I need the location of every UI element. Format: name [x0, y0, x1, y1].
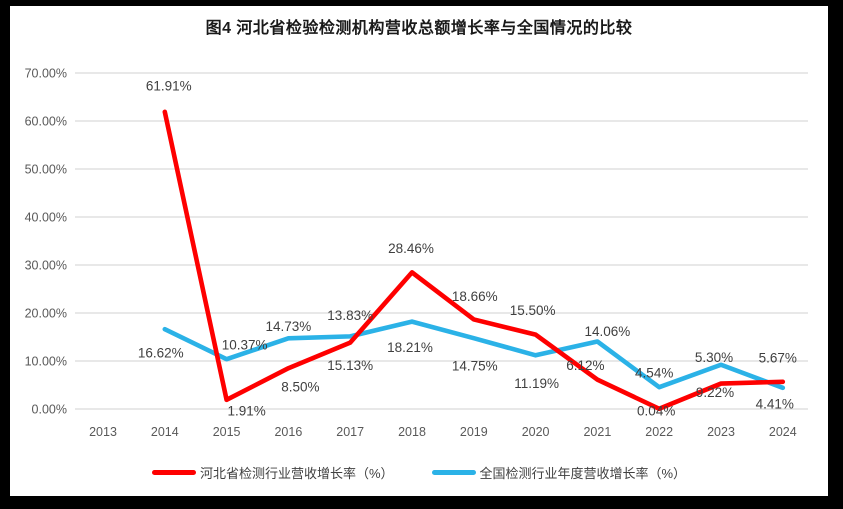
y-axis-tick-label: 0.00% — [32, 403, 67, 417]
national-data-label-2018: 18.21% — [387, 340, 433, 355]
line-chart-plot-area: 0.00% 10.00% 20.00% 30.00% 40.00% 50.00% 60.00… — [25, 67, 808, 439]
hebei-data-label-2019: 18.66% — [452, 289, 498, 304]
hebei-series-swatch — [151, 470, 196, 475]
national-data-label-2022: 4.54% — [635, 366, 673, 381]
national-data-label-2023: 9.22% — [696, 385, 734, 400]
legend-label-national: 全国检测行业年度营收增长率（%） — [479, 466, 687, 481]
national-data-label-2017: 15.13% — [327, 358, 373, 373]
y-axis-tick-label: 50.00% — [25, 163, 67, 177]
hebei-data-label-2023: 5.30% — [695, 350, 733, 365]
hebei-growth-line — [162, 109, 786, 412]
y-axis-tick-label: 10.00% — [25, 355, 67, 369]
national-data-label-2014: 16.62% — [138, 346, 184, 361]
hebei-data-label-2022: 0.04% — [637, 403, 675, 418]
x-axis-tick-label: 2017 — [336, 425, 364, 439]
y-axis-tick-label: 70.00% — [25, 67, 67, 81]
x-axis-tick-label: 2024 — [769, 425, 797, 439]
national-data-label-2024: 4.41% — [756, 396, 794, 411]
x-axis-tick-label: 2021 — [583, 425, 611, 439]
x-axis-tick-label: 2013 — [89, 425, 117, 439]
national-series-swatch — [431, 470, 476, 475]
hebei-data-label-2024: 5.67% — [759, 350, 797, 365]
hebei-data-label-2018: 28.46% — [388, 241, 434, 256]
chart-canvas: 图4 河北省检验检测机构营收总额增长率与全国情况的比较 0.00% 10.00% 2… — [10, 6, 828, 496]
hebei-data-label-2016: 8.50% — [281, 380, 319, 395]
x-axis-tick-label: 2015 — [213, 425, 241, 439]
national-data-label-2016: 14.73% — [266, 319, 312, 334]
x-axis-tick-label: 2018 — [398, 425, 426, 439]
hebei-data-label-2021: 6.12% — [566, 358, 604, 373]
hebei-data-label-2014: 61.91% — [146, 78, 192, 93]
x-axis-tick-label: 2016 — [274, 425, 302, 439]
x-axis-tick-label: 2014 — [151, 425, 179, 439]
x-axis-tick-label: 2019 — [460, 425, 488, 439]
national-data-label-2015: 10.37% — [222, 338, 268, 353]
national-growth-line — [162, 319, 786, 391]
hebei-data-label-2020: 15.50% — [510, 303, 556, 318]
hebei-data-label-2015: 1.91% — [227, 403, 265, 418]
legend-item-national: 全国检测行业年度营收增长率（%） — [431, 463, 687, 482]
y-axis-tick-label: 40.00% — [25, 211, 67, 225]
chart-title: 图4 河北省检验检测机构营收总额增长率与全国情况的比较 — [205, 20, 633, 37]
hebei-data-label-2017: 13.83% — [327, 308, 373, 323]
legend: 河北省检测行业营收增长率（%） 全国检测行业年度营收增长率（%） — [10, 463, 828, 482]
x-axis-tick-label: 2020 — [522, 425, 550, 439]
national-data-label-2020: 11.19% — [514, 376, 559, 391]
x-axis-tick-label: 2023 — [707, 425, 735, 439]
national-data-label-2021: 14.06% — [585, 324, 631, 339]
legend-label-hebei: 河北省检测行业营收增长率（%） — [199, 466, 394, 481]
y-axis-tick-label: 20.00% — [25, 307, 67, 321]
x-axis-tick-label: 2022 — [645, 425, 673, 439]
y-axis-tick-label: 30.00% — [25, 259, 67, 273]
legend-item-hebei: 河北省检测行业营收增长率（%） — [151, 463, 394, 482]
y-axis-tick-label: 60.00% — [25, 115, 67, 129]
national-data-label-2019: 14.75% — [452, 359, 498, 374]
